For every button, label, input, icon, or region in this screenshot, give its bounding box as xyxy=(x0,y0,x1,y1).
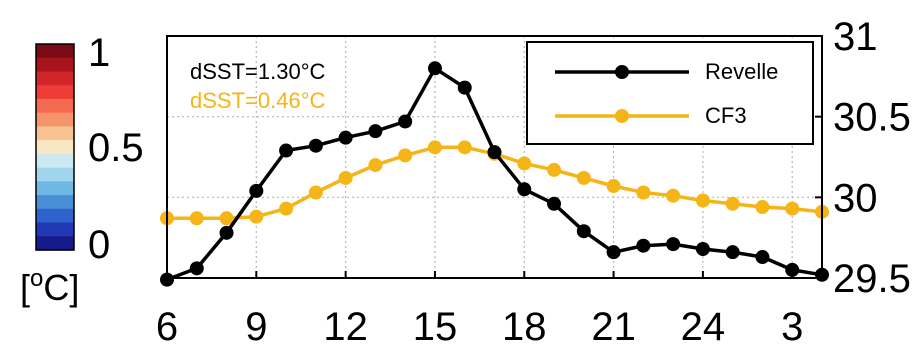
colorbar-swatch xyxy=(36,71,74,86)
colorbar-swatch xyxy=(36,208,74,224)
legend-entry-cf3: CF3 xyxy=(555,103,747,128)
x-tick-label: 21 xyxy=(591,305,636,349)
x-tick-label: 6 xyxy=(156,305,178,349)
axis-ticks xyxy=(166,35,822,279)
y-tick-label: 30.5 xyxy=(833,96,911,140)
y-tick-label: 29.5 xyxy=(833,257,911,301)
unit-prefix: [ xyxy=(20,267,30,308)
data-point xyxy=(725,196,740,211)
x-tick-labels: 6 9 12 15 18 21 24 3 xyxy=(156,305,803,349)
x-tick-label: 12 xyxy=(323,305,368,349)
annotation-dsst-revelle: dSST=1.30°C xyxy=(190,59,325,84)
legend-box xyxy=(526,41,814,145)
unit-suffix: C] xyxy=(43,267,79,308)
x-tick-label: 3 xyxy=(781,305,803,349)
data-point xyxy=(547,162,562,177)
data-point xyxy=(725,245,740,260)
data-point xyxy=(189,261,204,276)
legend-label: Revelle xyxy=(705,59,778,84)
data-point xyxy=(338,130,353,145)
data-point xyxy=(517,182,532,197)
data-point xyxy=(368,158,383,173)
legend: Revelle CF3 xyxy=(526,41,814,145)
data-point xyxy=(606,179,621,194)
data-point xyxy=(249,183,264,198)
y-tick-labels: 29.5 30 30.5 31 xyxy=(833,15,911,301)
data-point xyxy=(695,241,710,256)
data-point xyxy=(517,156,532,171)
data-point xyxy=(279,143,294,158)
x-tick-label: 15 xyxy=(413,305,458,349)
data-point xyxy=(636,185,651,200)
legend-label: CF3 xyxy=(705,103,747,128)
colorbar-swatch xyxy=(36,140,74,155)
data-point xyxy=(755,250,770,265)
colorbar-swatch xyxy=(36,126,74,141)
data-point xyxy=(427,61,442,76)
data-point xyxy=(666,237,681,252)
data-point xyxy=(189,211,204,226)
data-point xyxy=(219,211,234,226)
colorbar-tick-label: 1 xyxy=(88,31,110,75)
x-tick-label: 9 xyxy=(245,305,267,349)
plot-frame xyxy=(166,35,823,279)
x-tick-label: 18 xyxy=(502,305,547,349)
data-point xyxy=(279,201,294,216)
colorbar-swatch xyxy=(36,167,74,182)
series-revelle xyxy=(160,61,829,287)
legend-entries: Revelle CF3 xyxy=(555,59,778,128)
x-tick-label: 24 xyxy=(681,305,726,349)
data-point xyxy=(338,170,353,185)
colorbar-swatches xyxy=(36,44,74,251)
colorbar-swatch xyxy=(36,98,74,114)
colorbar-swatch xyxy=(36,85,74,100)
data-point xyxy=(487,145,502,160)
data-point xyxy=(427,140,442,155)
colorbar-swatch xyxy=(36,44,74,59)
data-point xyxy=(219,225,234,240)
colorbar: 1 0.5 0 [oC] xyxy=(20,31,144,308)
legend-entry-revelle: Revelle xyxy=(555,59,778,84)
data-point xyxy=(547,196,562,211)
data-point xyxy=(606,245,621,260)
colorbar-swatch xyxy=(36,112,74,127)
colorbar-swatch xyxy=(36,57,74,73)
data-point xyxy=(785,201,800,216)
data-point xyxy=(249,209,264,224)
unit-superscript: o xyxy=(30,265,43,292)
data-point xyxy=(785,262,800,277)
legend-marker xyxy=(615,65,629,79)
data-point xyxy=(308,185,323,200)
data-point xyxy=(398,148,413,163)
legend-marker xyxy=(615,109,629,123)
colorbar-swatch xyxy=(36,222,74,237)
data-point xyxy=(457,80,472,95)
colorbar-tick-label: 0 xyxy=(88,223,110,267)
colorbar-swatch xyxy=(36,236,74,251)
colorbar-swatch xyxy=(36,195,74,210)
colorbar-swatch xyxy=(36,153,74,169)
annotation-dsst-cf3: dSST=0.46°C xyxy=(190,88,325,113)
data-point xyxy=(576,170,591,185)
colorbar-frame xyxy=(35,43,75,251)
line-chart: 6 9 12 15 18 21 24 3 29.5 30 30.5 31 dSST=1.30°C d… xyxy=(156,15,911,349)
data-point xyxy=(398,114,413,129)
data-point xyxy=(636,238,651,253)
series-layer xyxy=(160,61,829,287)
colorbar-swatch xyxy=(36,181,74,196)
colorbar-unit-label: [oC] xyxy=(20,265,79,308)
y-tick-label: 30 xyxy=(833,176,878,220)
data-point xyxy=(160,272,174,287)
data-point xyxy=(368,124,383,139)
data-point xyxy=(755,200,770,215)
y-tick-label: 31 xyxy=(833,15,878,59)
data-point xyxy=(695,193,710,208)
data-point xyxy=(576,224,591,239)
data-point xyxy=(457,140,472,155)
data-point xyxy=(308,138,323,153)
data-point xyxy=(666,188,681,203)
colorbar-tick-label: 0.5 xyxy=(88,126,144,170)
